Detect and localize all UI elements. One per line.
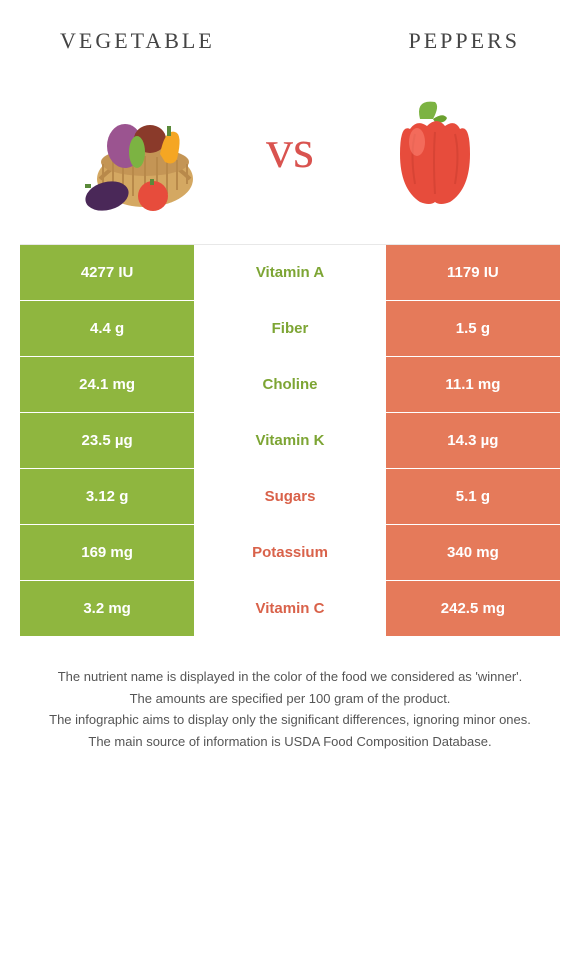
nutrient-name: Vitamin C	[194, 581, 386, 636]
left-value: 3.2 mg	[20, 581, 194, 636]
nutrient-row: 3.12 gSugars5.1 g	[20, 469, 560, 525]
vs-label: vs	[266, 118, 314, 180]
nutrient-table: 4277 IUVitamin A1179 IU4.4 gFiber1.5 g24…	[20, 244, 560, 637]
right-value: 1.5 g	[386, 301, 560, 356]
right-value: 11.1 mg	[386, 357, 560, 412]
left-value: 23.5 µg	[20, 413, 194, 468]
footer-line: The infographic aims to display only the…	[30, 710, 550, 730]
left-value: 3.12 g	[20, 469, 194, 524]
nutrient-row: 169 mgPotassium340 mg	[20, 525, 560, 581]
nutrient-row: 3.2 mgVitamin C242.5 mg	[20, 581, 560, 637]
left-value: 24.1 mg	[20, 357, 194, 412]
right-value: 14.3 µg	[386, 413, 560, 468]
left-food-title: Vegetable	[60, 28, 215, 54]
nutrient-row: 23.5 µgVitamin K14.3 µg	[20, 413, 560, 469]
nutrient-row: 4.4 gFiber1.5 g	[20, 301, 560, 357]
right-value: 5.1 g	[386, 469, 560, 524]
nutrient-name: Vitamin A	[194, 245, 386, 300]
nutrient-name: Vitamin K	[194, 413, 386, 468]
nutrient-name: Choline	[194, 357, 386, 412]
header: Vegetable Peppers	[0, 0, 580, 74]
nutrient-name: Potassium	[194, 525, 386, 580]
vegetable-basket-image	[75, 84, 215, 214]
left-value: 169 mg	[20, 525, 194, 580]
left-value: 4277 IU	[20, 245, 194, 300]
images-row: vs	[0, 74, 580, 244]
left-value: 4.4 g	[20, 301, 194, 356]
right-value: 1179 IU	[386, 245, 560, 300]
right-value: 242.5 mg	[386, 581, 560, 636]
footer-notes: The nutrient name is displayed in the co…	[0, 637, 580, 751]
pepper-image	[365, 84, 505, 214]
footer-line: The nutrient name is displayed in the co…	[30, 667, 550, 687]
right-value: 340 mg	[386, 525, 560, 580]
footer-line: The amounts are specified per 100 gram o…	[30, 689, 550, 709]
footer-line: The main source of information is USDA F…	[30, 732, 550, 752]
nutrient-row: 4277 IUVitamin A1179 IU	[20, 245, 560, 301]
nutrient-name: Sugars	[194, 469, 386, 524]
nutrient-name: Fiber	[194, 301, 386, 356]
nutrient-row: 24.1 mgCholine11.1 mg	[20, 357, 560, 413]
right-food-title: Peppers	[409, 28, 521, 54]
